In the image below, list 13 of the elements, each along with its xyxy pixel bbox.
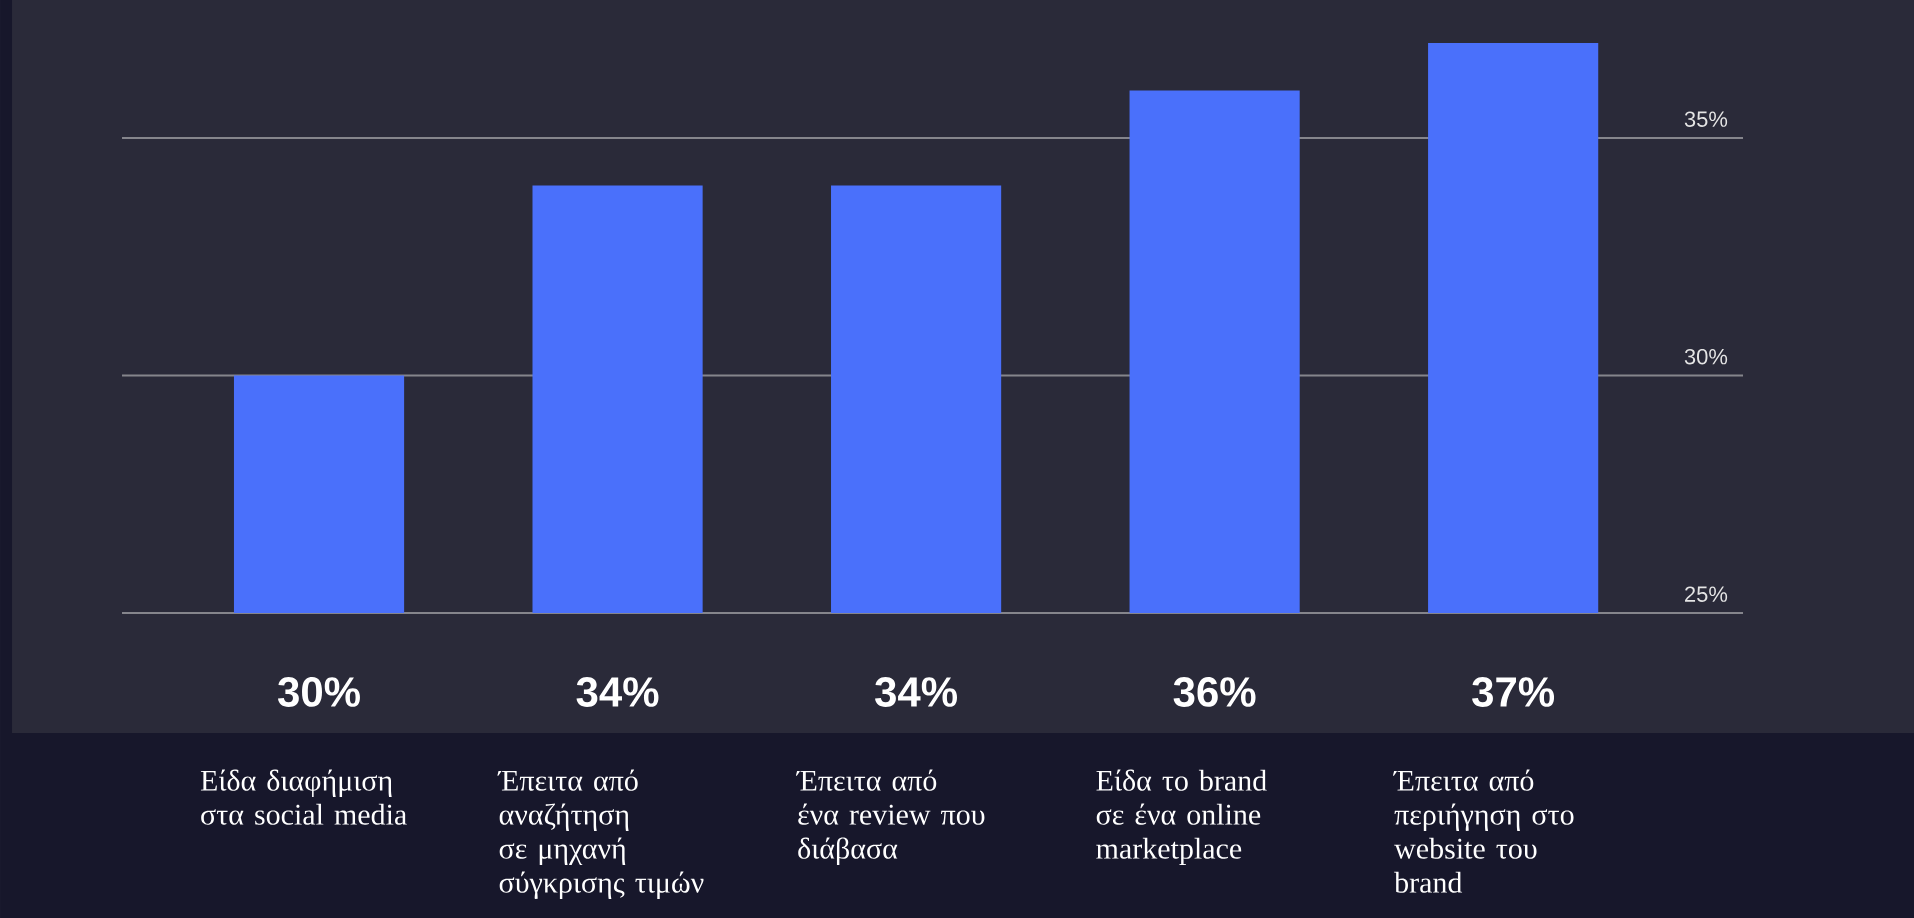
x-tick-label: Έπειτα από περιήγηση στο website του brand: [1393, 769, 1574, 893]
y-tick-label: 35%: [1684, 111, 1728, 127]
data-label: 37%: [1472, 677, 1555, 707]
x-tick-label: Είδα το brand σε ένα online marketplace: [1096, 769, 1267, 865]
x-tick-label: Έπειτα από αναζήτηση σε μηχανή σύγκρισης τιμών: [497, 769, 704, 899]
x-tick-label: Έπειτα από ένα review που διάβασα: [796, 769, 985, 865]
data-label: 34%: [576, 677, 659, 707]
y-tick-label: 30%: [1684, 348, 1728, 365]
data-label: 34%: [875, 677, 957, 707]
data-label: 30%: [277, 677, 360, 707]
data-label: 36%: [1173, 677, 1256, 707]
x-tick-label: Είδα διαφήμιση στα social media: [200, 769, 407, 825]
y-tick-label: 25%: [1685, 586, 1728, 602]
